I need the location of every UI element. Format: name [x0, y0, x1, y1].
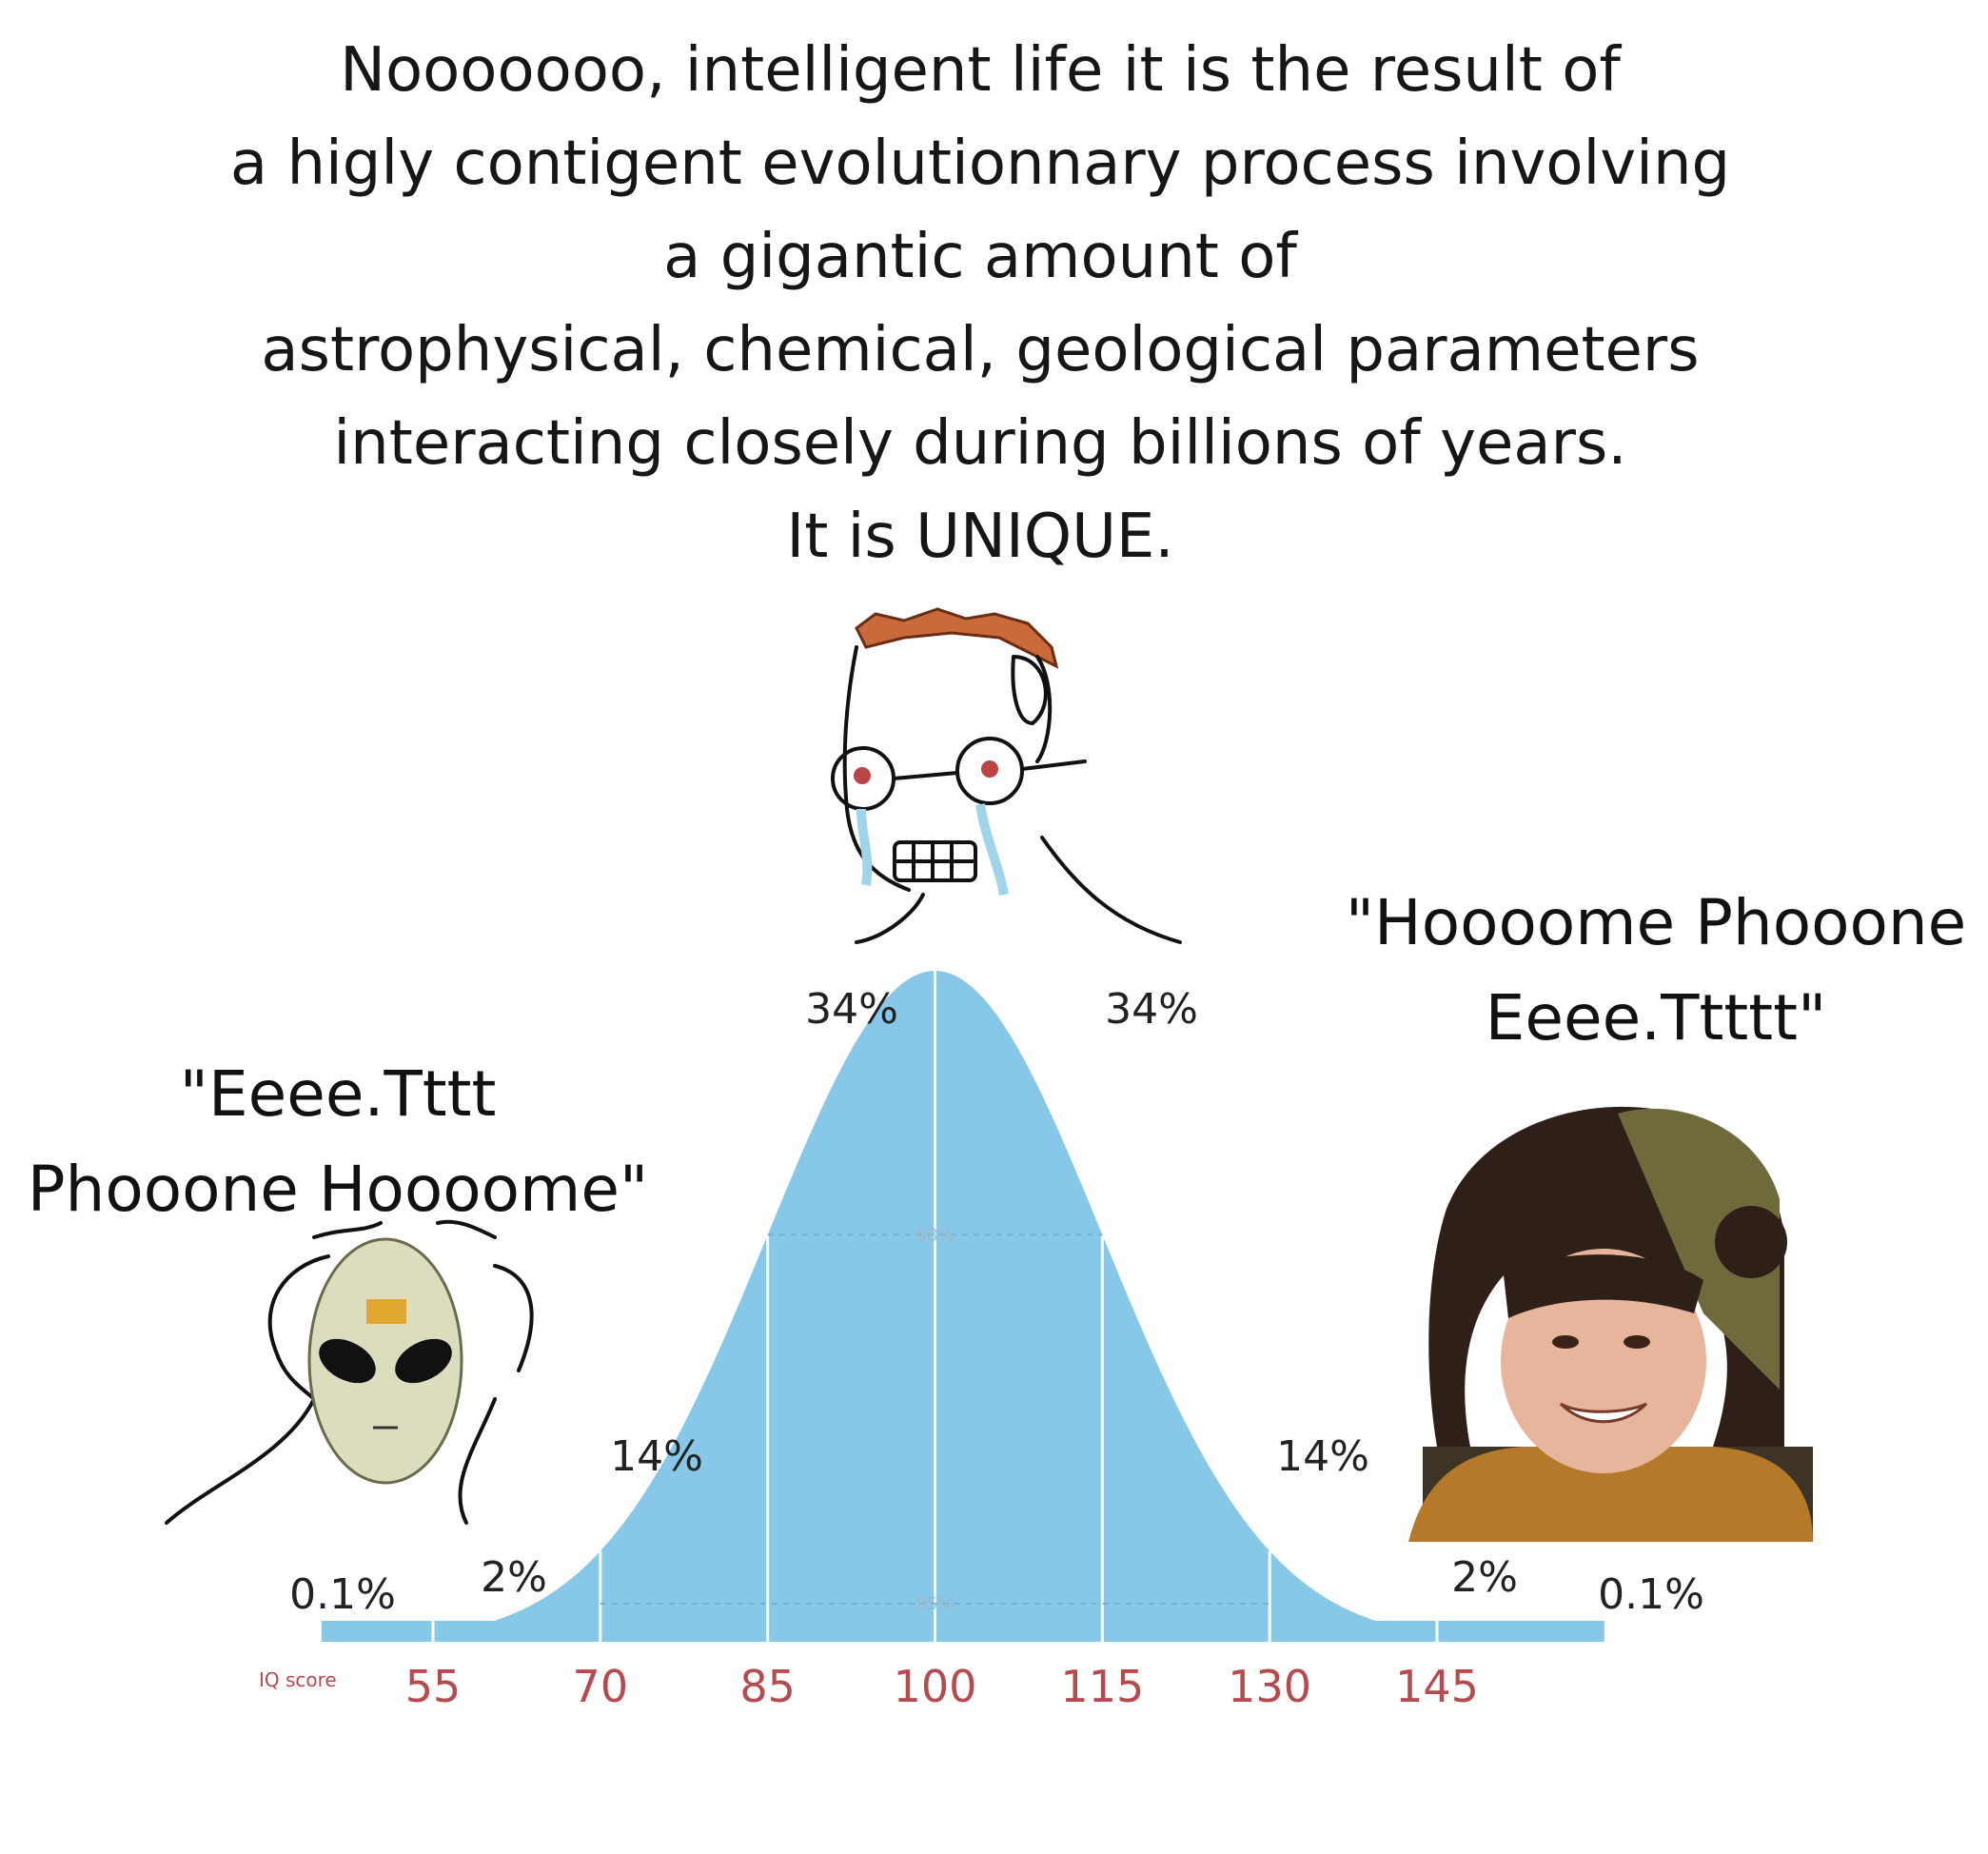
caption-line: a higly contigent evolutionnary process … — [229, 128, 1731, 199]
band-lines: 68% 95% — [600, 1225, 1270, 1614]
caption-line: astrophysical, chemical, geological para… — [261, 315, 1700, 385]
segment-labels: 0.1% 2% 14% 34% 34% 14% 2% 0.1% — [289, 985, 1704, 1619]
caption-line: Nooooooo, intelligent life it is the res… — [340, 35, 1621, 106]
x-tick-label: 145 — [1395, 1661, 1479, 1712]
right-quote-line: "Hoooome Phooone — [1345, 886, 1967, 959]
segment-label: 0.1% — [1598, 1570, 1704, 1619]
segment-dividers — [431, 971, 1439, 1642]
smiling-woman-fur-hat-icon — [1408, 1106, 1813, 1542]
segment-label: 34% — [1105, 985, 1198, 1034]
x-tick-label: 100 — [894, 1661, 977, 1712]
band-label: 68% — [915, 1225, 954, 1245]
band-label: 95% — [915, 1594, 954, 1614]
segment-label: 2% — [481, 1553, 547, 1602]
x-tick-label: 85 — [739, 1661, 796, 1712]
x-tick-label: 115 — [1060, 1661, 1144, 1712]
left-quote: "Eeee.Tttt Phooone Hoooome" — [10, 1047, 666, 1237]
right-quote-line: Eeee.Ttttt" — [1485, 981, 1827, 1055]
left-quote-line: Phooone Hoooome" — [27, 1153, 649, 1226]
bell-curve-area — [321, 971, 1604, 1642]
x-tick-label: 130 — [1228, 1661, 1311, 1712]
x-axis-label: IQ score — [259, 1668, 337, 1691]
caption-line: interacting closely during billions of y… — [333, 408, 1627, 479]
segment-label: 14% — [610, 1432, 703, 1481]
segment-label: 14% — [1276, 1432, 1369, 1481]
crying-glasses-wojak-icon — [831, 607, 1182, 944]
x-tick-label: 55 — [405, 1661, 462, 1712]
x-tick-label: 70 — [573, 1661, 629, 1712]
right-quote: "Hoooome Phooone Eeee.Ttttt" — [1332, 876, 1979, 1066]
caption: Nooooooo, intelligent life it is the res… — [0, 24, 1960, 583]
alien-mask-wojak-icon — [165, 1219, 534, 1525]
x-tick-labels: 55 70 85 100 115 130 145 — [405, 1661, 1479, 1712]
segment-label: 0.1% — [289, 1570, 396, 1619]
left-quote-line: "Eeee.Tttt — [179, 1057, 497, 1131]
caption-line: It is UNIQUE. — [786, 502, 1174, 572]
caption-line: a gigantic amount of — [663, 222, 1297, 292]
segment-label: 2% — [1451, 1553, 1518, 1602]
segment-label: 34% — [805, 985, 898, 1034]
